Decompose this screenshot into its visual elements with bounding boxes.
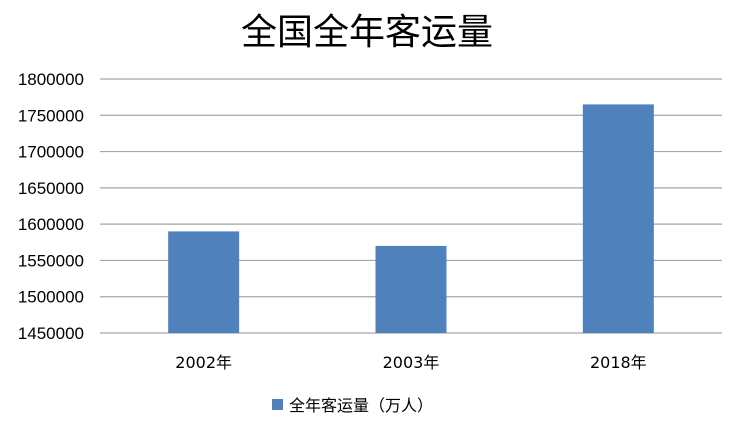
x-axis: 2002年 2003年 2018年	[175, 353, 646, 372]
legend-label: 全年客运量（万人）	[289, 396, 433, 415]
legend: 全年客运量（万人）	[272, 396, 433, 415]
bar-1	[168, 231, 240, 333]
y-tick-label: 1550000	[18, 251, 84, 270]
y-axis: 1450000 1500000 1550000 1600000 1650000 17000…	[18, 70, 84, 343]
y-tick-label: 1450000	[18, 324, 84, 343]
y-tick-label: 1600000	[18, 215, 84, 234]
y-tick-label: 1800000	[18, 70, 84, 89]
chart-title: 全国全年客运量	[241, 12, 493, 53]
x-tick-label: 2003年	[383, 353, 440, 372]
bars	[168, 104, 654, 334]
y-tick-label: 1700000	[18, 143, 84, 162]
y-tick-label: 1750000	[18, 106, 84, 125]
legend-swatch	[272, 399, 283, 410]
y-tick-label: 1650000	[18, 179, 84, 198]
bar-2	[375, 245, 447, 333]
bar-3	[582, 104, 654, 334]
y-tick-label: 1500000	[18, 288, 84, 307]
x-tick-label: 2018年	[590, 353, 647, 372]
x-tick-label: 2002年	[175, 353, 232, 372]
